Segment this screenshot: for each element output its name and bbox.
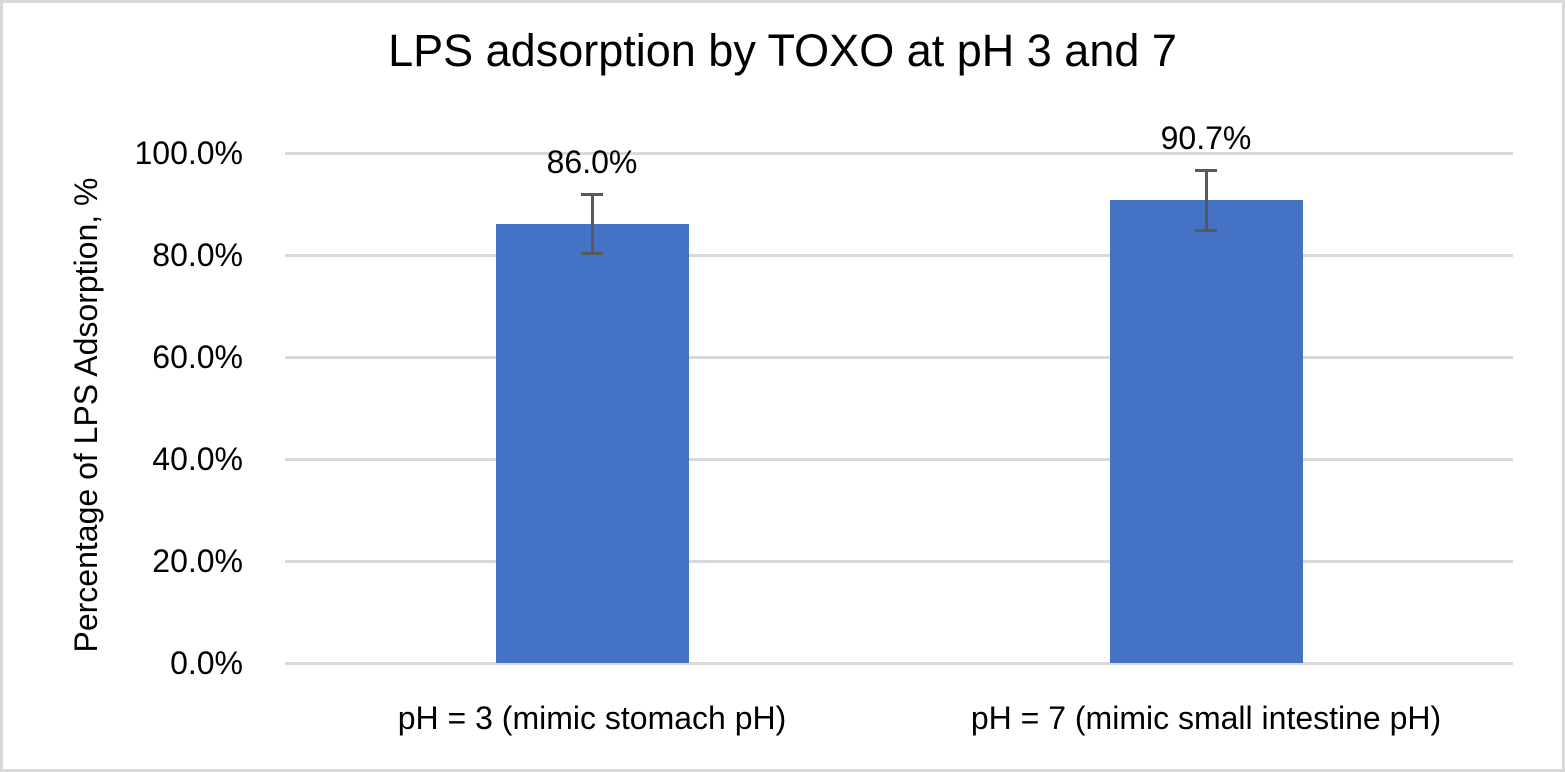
x-category-label: pH = 3 (mimic stomach pH): [397, 700, 787, 736]
y-tick-label: 20.0%: [152, 543, 243, 579]
x-axis-line: [285, 661, 1513, 665]
gridline: [285, 253, 1513, 257]
y-tick-label: 40.0%: [152, 441, 243, 477]
y-tick-label: 80.0%: [152, 237, 243, 273]
x-category-label: pH = 7 (mimic small intestine pH): [970, 700, 1442, 736]
error-bar-cap-bottom: [581, 252, 603, 256]
gridline: [285, 355, 1513, 359]
error-bar-cap-top: [581, 193, 603, 197]
y-tick-label: 60.0%: [152, 339, 243, 375]
y-tick-label: 100.0%: [134, 135, 243, 171]
gridline: [285, 457, 1513, 461]
y-tick-label: 0.0%: [170, 645, 243, 681]
data-label: 86.0%: [546, 143, 638, 180]
gridline: [285, 559, 1513, 563]
error-bar-line: [1204, 170, 1208, 230]
bar-1: [495, 224, 689, 663]
plot-area: [285, 151, 1513, 665]
error-bar-line: [590, 194, 594, 254]
chart-title: LPS adsorption by TOXO at pH 3 and 7: [388, 25, 1177, 76]
gridline: [285, 151, 1513, 155]
error-bar-cap-top: [1195, 169, 1217, 173]
y-axis-title: Percentage of LPS Adsorption, %: [68, 177, 104, 653]
data-label: 90.7%: [1160, 119, 1252, 156]
error-bar-cap-bottom: [1195, 228, 1217, 232]
bar-2: [1109, 200, 1303, 663]
